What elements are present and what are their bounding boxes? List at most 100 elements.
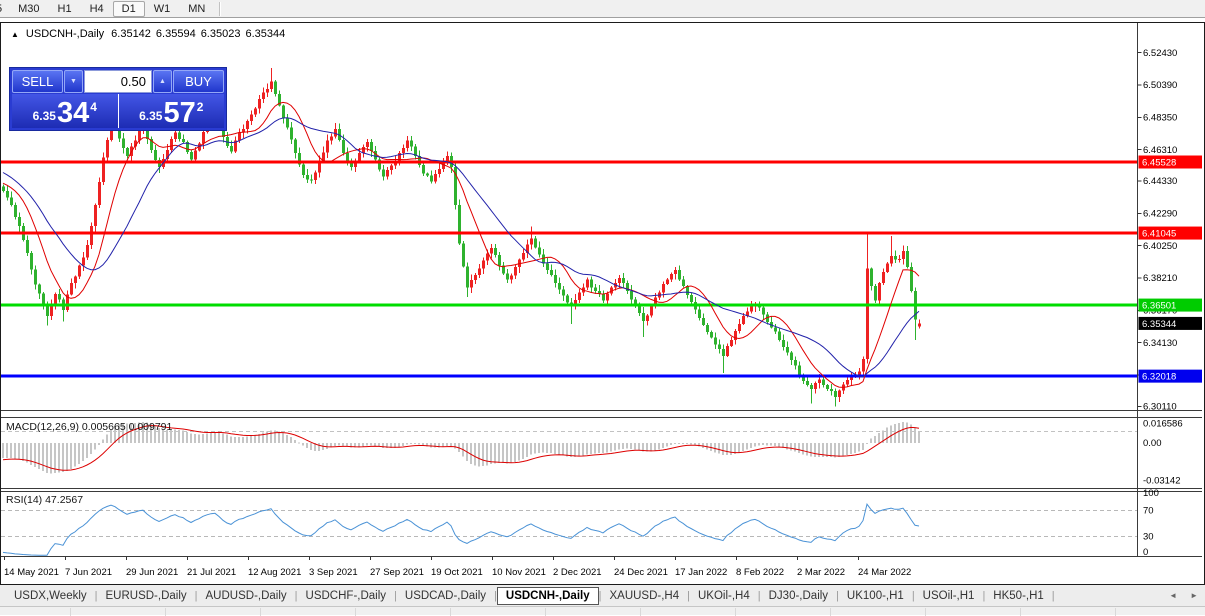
macd-signal-line	[2, 425, 920, 471]
svg-text:17 Jan 2022: 17 Jan 2022	[675, 567, 727, 578]
svg-text:6.46310: 6.46310	[1143, 145, 1177, 156]
svg-text:100: 100	[1143, 488, 1159, 499]
buy-button[interactable]: BUY	[173, 70, 224, 93]
tab-separator: |	[394, 589, 397, 602]
buy-price-point: 2	[196, 100, 204, 114]
svg-text:6.32018: 6.32018	[1142, 372, 1176, 383]
strip-divider	[1115, 608, 1116, 616]
macd-histogram	[2, 421, 920, 474]
tab-separator: |	[757, 589, 761, 602]
svg-text:6.38210: 6.38210	[1143, 273, 1177, 284]
timeframe-button-w1[interactable]: W1	[153, 2, 171, 15]
strip-divider	[925, 608, 926, 616]
svg-text:0.016586: 0.016586	[1143, 419, 1183, 430]
chart-tabs-bar: USDX,Weekly | EURUSD-,Daily | AUDUSD-,Daily |…	[0, 585, 1205, 606]
strip-divider	[165, 608, 166, 616]
svg-text:30: 30	[1143, 532, 1154, 543]
strip-divider	[1020, 608, 1021, 616]
chart-tab-uk100h1[interactable]: UK100-,H1	[846, 589, 904, 602]
chart-tab-hk50h1[interactable]: HK50-,H1	[993, 589, 1044, 602]
svg-text:24 Dec 2021: 24 Dec 2021	[614, 567, 668, 578]
svg-text:6.42290: 6.42290	[1143, 209, 1177, 220]
svg-text:10 Nov 2021: 10 Nov 2021	[492, 567, 546, 578]
svg-text:6.45528: 6.45528	[1142, 157, 1176, 168]
chart-tab-usdxweekly[interactable]: USDX,Weekly	[14, 589, 87, 602]
timeframe-toolbar: 5 M30 H1 H4 D1 W1 MN	[0, 0, 1205, 18]
timeframe-button-5[interactable]: 5	[0, 1, 9, 17]
svg-text:0: 0	[1143, 547, 1148, 558]
svg-text:3 Sep 2021: 3 Sep 2021	[309, 567, 358, 578]
timeframe-button-d1[interactable]: D1	[112, 0, 145, 17]
svg-text:6.30110: 6.30110	[1143, 402, 1177, 413]
strip-divider	[70, 608, 71, 616]
chart-canvas[interactable]: 6.52430 6.50390 6.48350 6.46310 6.44330 6.422…	[1, 23, 1202, 582]
buy-price-pips: 57	[163, 97, 196, 129]
collapse-panel-icon[interactable]: ▲	[11, 29, 19, 39]
volume-increase-button[interactable]: ▲	[153, 70, 172, 93]
level-price-badge	[1138, 369, 1202, 383]
svg-text:19 Oct 2021: 19 Oct 2021	[431, 567, 483, 578]
svg-text:24 Mar 2022: 24 Mar 2022	[858, 567, 911, 578]
chart-tab-eurusddaily[interactable]: EURUSD-,Daily	[105, 589, 187, 602]
svg-text:14 May 2021: 14 May 2021	[4, 567, 59, 578]
svg-text:6.35344: 6.35344	[1142, 319, 1176, 330]
quote-close: 6.35344	[245, 28, 286, 40]
strip-divider	[545, 608, 546, 616]
chart-tab-xauusdh4[interactable]: XAUUSD-,H4	[609, 589, 680, 602]
strip-divider	[355, 608, 356, 616]
timeframe-button-mn[interactable]: MN	[188, 2, 206, 15]
svg-text:6.36501: 6.36501	[1142, 300, 1176, 311]
chart-tab-usdcnhdaily[interactable]: USDCNH-,Daily	[496, 586, 599, 605]
tabs-scroll-right-icon[interactable]: ►	[1190, 591, 1198, 600]
svg-text:0.00: 0.00	[1143, 438, 1162, 449]
chart-tab-usdchfdaily[interactable]: USDCHF-,Daily	[305, 589, 387, 602]
svg-text:2 Dec 2021: 2 Dec 2021	[553, 567, 602, 578]
chart-header: ▲ USDCNH-,Daily 6.35142 6.35594 6.35023 …	[11, 27, 285, 41]
timeframe-button-h1[interactable]: H1	[57, 2, 72, 15]
sell-button[interactable]: SELL	[12, 70, 63, 93]
tab-separator: |	[1051, 589, 1055, 602]
sell-price-point: 4	[90, 100, 97, 114]
tabs-scroll-left-icon[interactable]: ◄	[1169, 591, 1178, 600]
chart-window[interactable]: 6.52430 6.50390 6.48350 6.46310 6.44330 6.422…	[0, 22, 1205, 585]
svg-text:70: 70	[1143, 506, 1154, 517]
timeframe-button-m30[interactable]: M30	[18, 2, 40, 15]
ma-fast-line	[2, 101, 920, 388]
chart-tab-audusddaily[interactable]: AUDUSD-,Daily	[205, 589, 287, 602]
volume-decrease-button[interactable]: ▼	[64, 70, 83, 93]
ohlc-quote: 6.35142 6.35594 6.35023 6.35344	[111, 28, 285, 40]
chart-tab-usoilh1[interactable]: USOil-,H1	[922, 589, 975, 602]
buy-price-display[interactable]: 6.35 57 2	[118, 94, 224, 129]
svg-text:6.41045: 6.41045	[1142, 228, 1176, 239]
svg-text:6.48350: 6.48350	[1143, 112, 1177, 123]
strip-divider	[260, 608, 261, 616]
chart-tab-ukoilh4[interactable]: UKOil-,H4	[698, 589, 750, 602]
quote-open: 6.35142	[111, 28, 151, 40]
svg-text:6.40250: 6.40250	[1143, 241, 1177, 252]
svg-text:8 Feb 2022: 8 Feb 2022	[736, 567, 784, 578]
candles	[2, 67, 921, 407]
chart-tab-usdcaddaily[interactable]: USDCAD-,Daily	[404, 589, 487, 602]
level-price-badge	[1138, 155, 1202, 169]
timeframe-button-h4[interactable]: H4	[89, 2, 104, 15]
svg-text:27 Sep 2021: 27 Sep 2021	[370, 567, 424, 578]
tab-separator: |	[911, 589, 915, 602]
svg-text:-0.03142: -0.03142	[1143, 475, 1181, 486]
svg-text:7 Jun 2021: 7 Jun 2021	[65, 567, 112, 578]
status-strip	[0, 606, 1205, 616]
price-axis-badges: 6.45528 6.41045 6.36501 6.32018 6.35344	[1138, 155, 1202, 383]
sell-price-display[interactable]: 6.35 34 4	[12, 94, 119, 128]
svg-text:29 Jun 2021: 29 Jun 2021	[126, 567, 178, 578]
chart-tab-dj30daily[interactable]: DJ30-,Daily	[768, 589, 829, 602]
tab-separator: |	[494, 589, 497, 602]
sell-price-base: 6.35	[32, 109, 56, 123]
tab-separator: |	[194, 589, 198, 602]
macd-indicator-label: MACD(12,26,9) 0.005665 0.009791	[6, 421, 173, 433]
svg-text:6.34130: 6.34130	[1143, 338, 1177, 349]
volume-input[interactable]	[84, 70, 152, 93]
svg-text:12 Aug 2021: 12 Aug 2021	[248, 567, 301, 578]
quote-high: 6.35594	[155, 28, 196, 40]
tab-separator: |	[836, 589, 839, 602]
current-price-badge	[1138, 316, 1202, 330]
